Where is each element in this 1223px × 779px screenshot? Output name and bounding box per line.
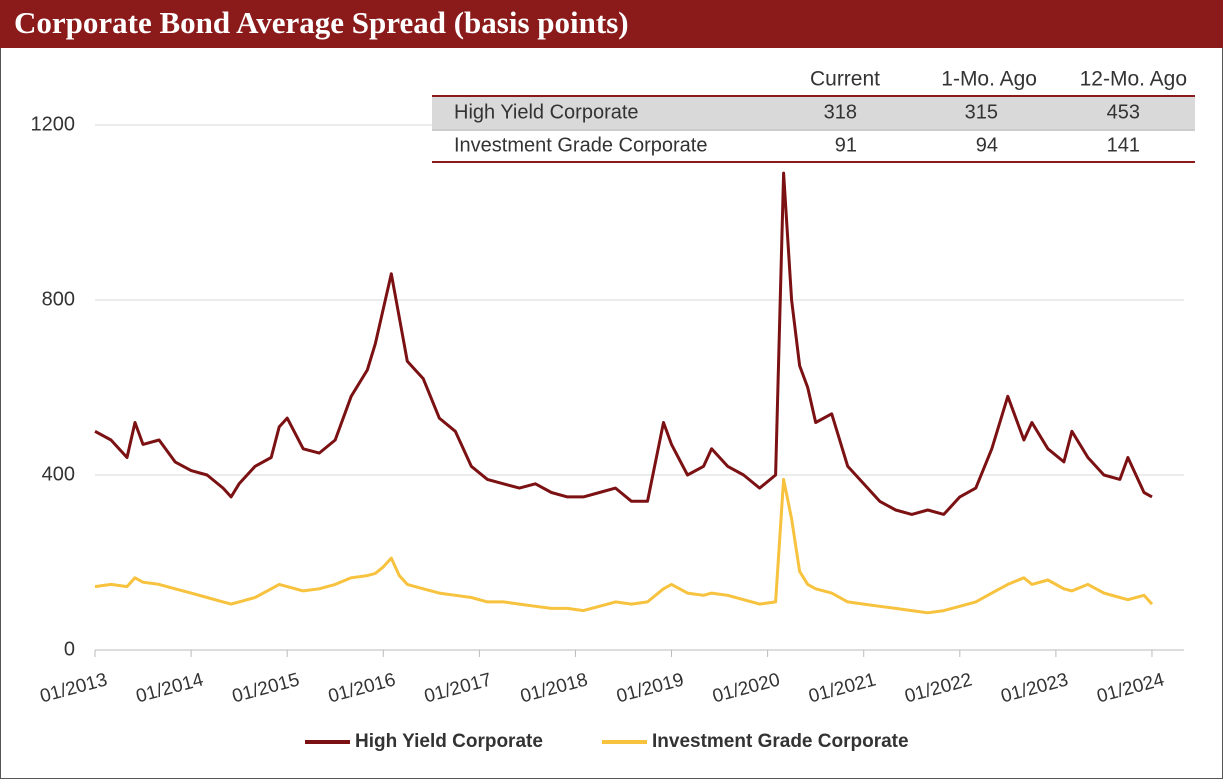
table-row-label: Investment Grade Corporate bbox=[454, 134, 707, 156]
table-cell: 94 bbox=[976, 134, 998, 156]
table-header: 12-Mo. Ago bbox=[1080, 68, 1187, 91]
table-cell: 453 bbox=[1107, 101, 1140, 123]
table-cell: 315 bbox=[965, 101, 998, 123]
table-cell: 141 bbox=[1107, 134, 1140, 156]
series-line bbox=[94, 171, 1153, 516]
table-cell: 91 bbox=[835, 134, 857, 156]
legend-label: Investment Grade Corporate bbox=[652, 731, 909, 752]
table-cell: 318 bbox=[824, 101, 857, 123]
title-bar bbox=[0, 0, 1223, 48]
y-tick-label: 1200 bbox=[31, 113, 76, 135]
y-tick-label: 400 bbox=[42, 463, 75, 485]
legend-label: High Yield Corporate bbox=[355, 731, 543, 752]
chart-title: Corporate Bond Average Spread (basis poi… bbox=[14, 5, 629, 40]
y-tick-label: 0 bbox=[64, 638, 75, 660]
table-header: 1-Mo. Ago bbox=[941, 68, 1037, 91]
table-row-label: High Yield Corporate bbox=[454, 101, 639, 123]
y-tick-label: 800 bbox=[42, 288, 75, 310]
table-row-bg bbox=[432, 97, 1195, 129]
series-line bbox=[94, 477, 1154, 615]
table-header: Current bbox=[810, 68, 880, 91]
